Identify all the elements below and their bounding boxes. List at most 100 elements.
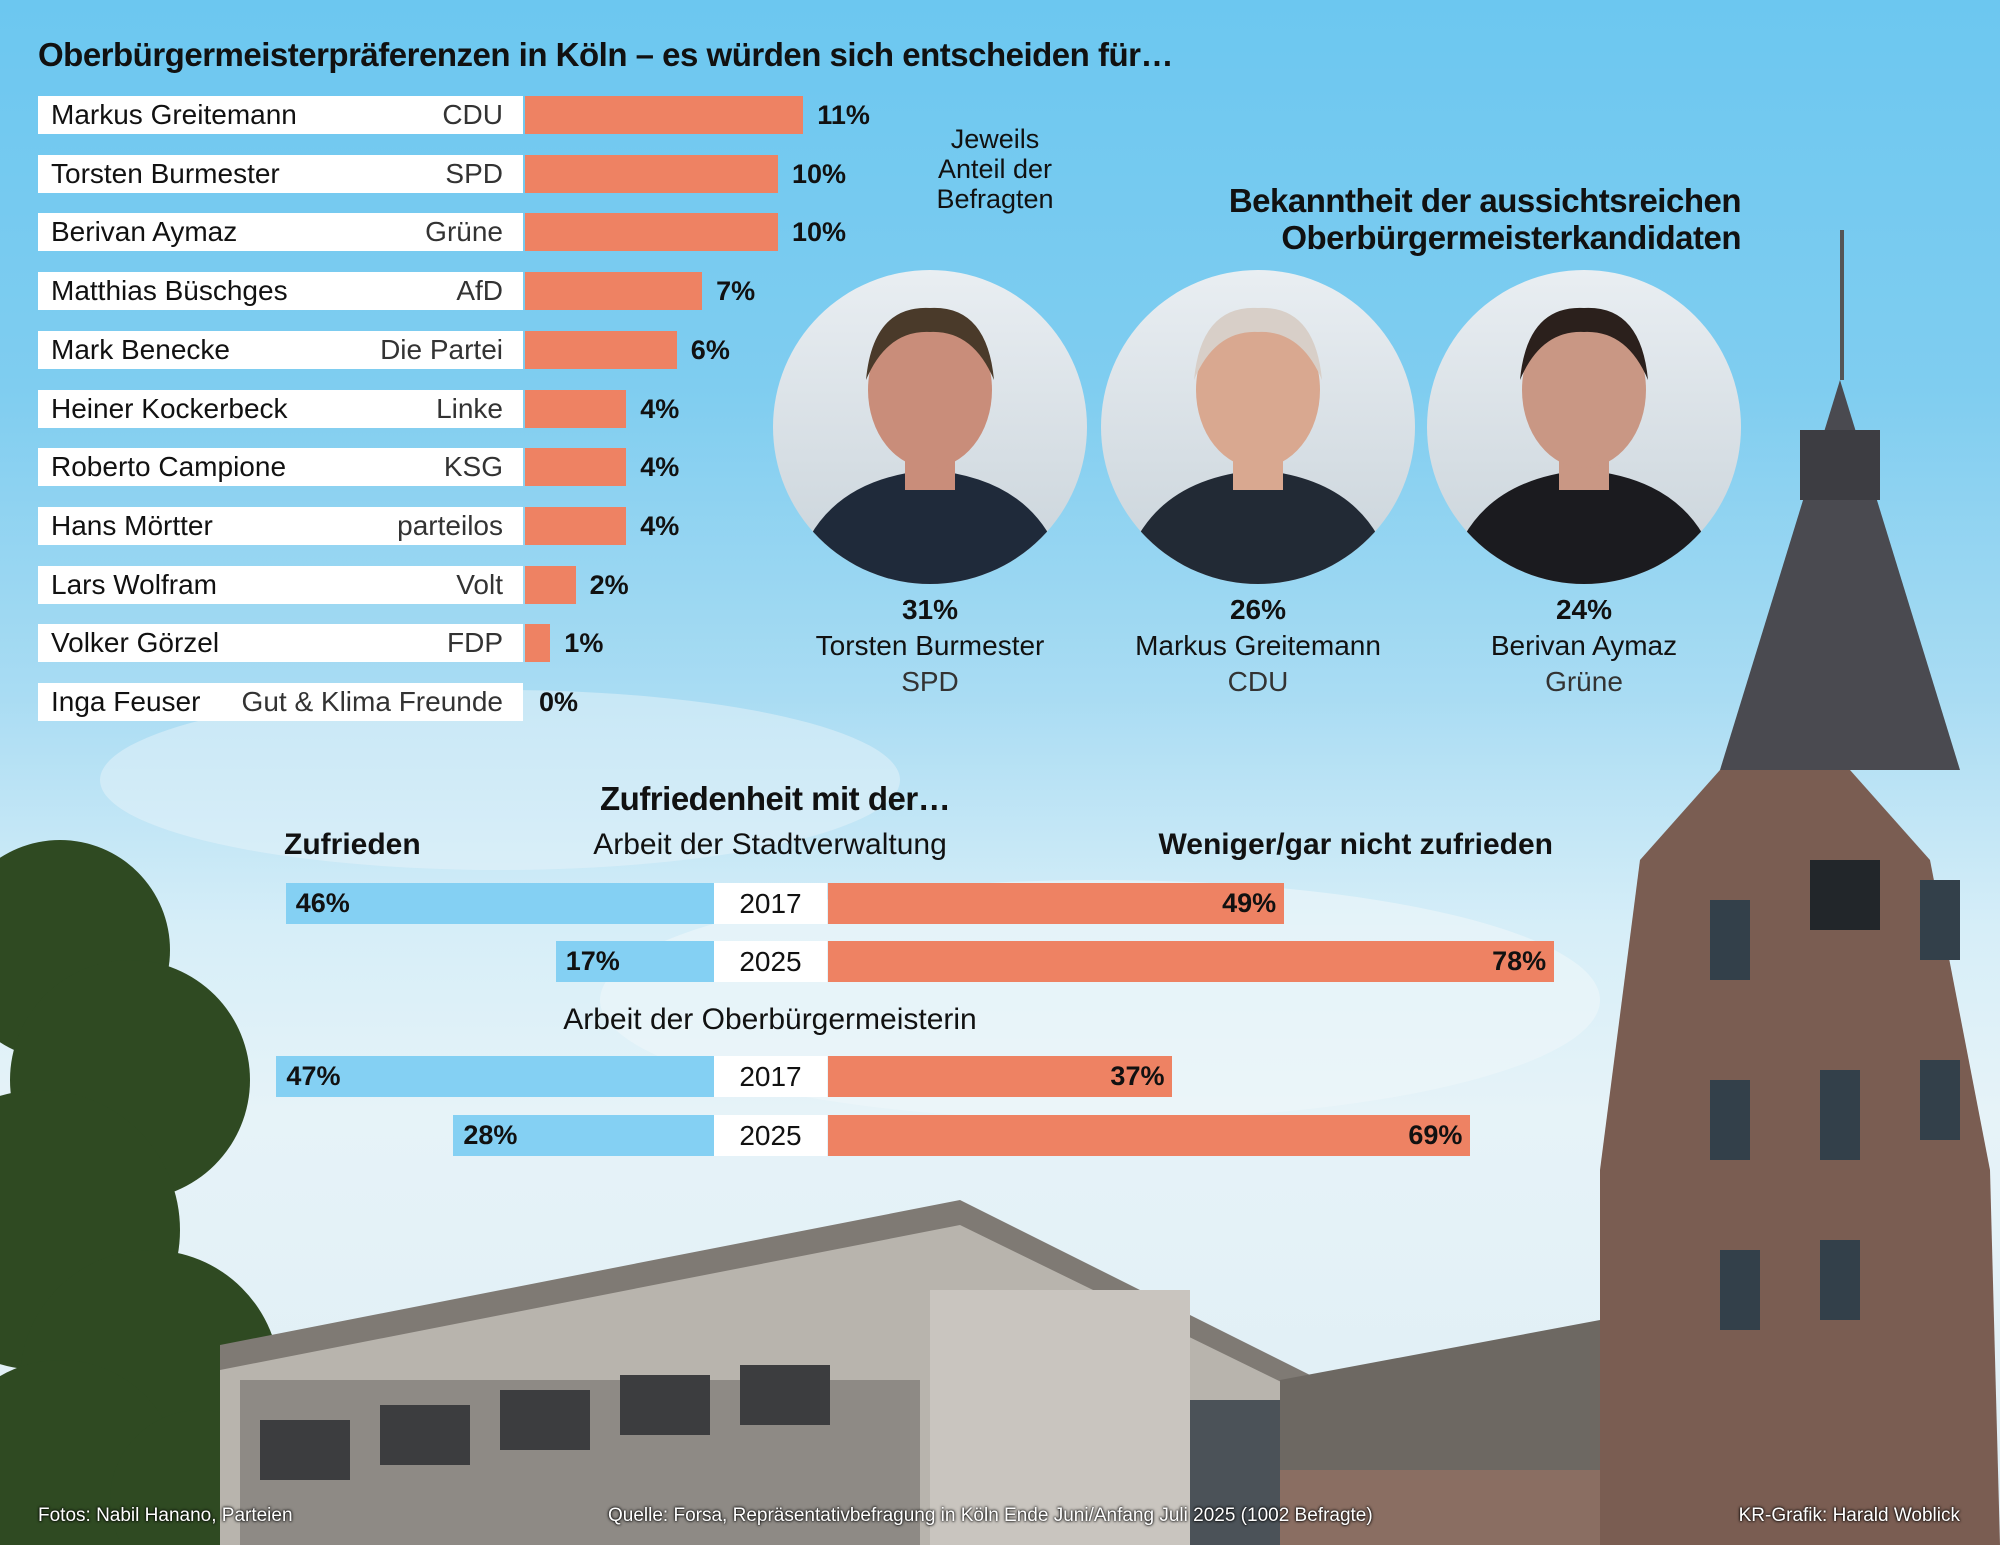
preference-row: Lars Wolfram Volt 2% xyxy=(38,565,1038,604)
satisfaction-group-label: Arbeit der Stadtverwaltung xyxy=(593,828,947,861)
candidate-label: Mark Benecke Die Partei xyxy=(38,330,523,369)
year-label: 2017 xyxy=(714,1056,827,1097)
satisfied-bar: 47% xyxy=(276,1056,714,1097)
candidate-label: Roberto Campione KSG xyxy=(38,448,523,487)
year-label: 2025 xyxy=(714,1115,827,1156)
bekanntheit-title: Bekanntheit der aussichtsreichen Oberbür… xyxy=(1228,182,1742,256)
candidate-label: Volker Görzel FDP xyxy=(38,624,523,663)
candidate-name: Lars Wolfram xyxy=(51,568,217,600)
dissatisfied-header: Weniger/gar nicht zufrieden xyxy=(1158,828,1554,861)
candidate-party: SPD xyxy=(445,157,503,189)
dissatisfied-bar: 69% xyxy=(828,1115,1471,1156)
candidate-photo xyxy=(1101,270,1415,584)
preference-row: Torsten Burmester SPD 10% xyxy=(38,154,1038,193)
candidate-name: Mark Benecke xyxy=(51,333,230,365)
candidate-party: parteilos xyxy=(397,509,503,541)
preference-value: 0% xyxy=(539,687,579,717)
satisfaction-row: 17% 2025 78% xyxy=(0,941,2000,982)
candidate-party: Volt xyxy=(456,568,503,600)
candidate-party: Linke xyxy=(436,392,503,424)
candidate-party: KSG xyxy=(443,451,503,483)
candidate-party: CDU xyxy=(1227,666,1289,697)
candidate-name: Berivan Aymaz xyxy=(1490,630,1678,661)
candidate-photo xyxy=(773,270,1087,584)
candidate-name: Volker Görzel xyxy=(51,627,220,659)
preference-bar xyxy=(525,506,627,545)
preference-row: Hans Mörtter parteilos 4% xyxy=(38,506,1038,545)
preference-value: 2% xyxy=(589,569,629,600)
preference-value: 6% xyxy=(690,334,730,365)
candidate-name: Roberto Campione xyxy=(51,451,287,483)
candidate-party: FDP xyxy=(447,627,503,659)
candidate-label: Matthias Büschges AfD xyxy=(38,272,523,311)
candidate-party: Gut & Klima Freunde xyxy=(241,686,503,717)
candidate-photo xyxy=(1427,270,1741,584)
candidate-label: Torsten Burmester SPD xyxy=(38,154,523,193)
bekanntheit-title-line1: Bekanntheit der aussichtsreichen xyxy=(1228,182,1742,219)
preference-bar xyxy=(525,448,627,487)
candidate-party: Grüne xyxy=(1545,666,1623,697)
dissatisfied-bar: 78% xyxy=(828,941,1555,982)
awareness-value: 24% xyxy=(1555,594,1613,625)
candidate-name: Torsten Burmester xyxy=(51,157,280,189)
candidate-party: CDU xyxy=(442,99,503,130)
preference-bar xyxy=(525,389,627,428)
candidate-label: Berivan Aymaz Grüne xyxy=(38,213,523,252)
preference-bar xyxy=(525,96,804,134)
graphic-credit: KR-Grafik: Harald Woblick xyxy=(1738,1505,1960,1526)
satisfied-bar: 17% xyxy=(555,941,714,982)
candidate-awareness: 26% Markus Greitemann CDU xyxy=(1098,592,1418,700)
satisfied-bar: 46% xyxy=(285,883,714,924)
photo-credit: Fotos: Nabil Hanano, Parteien xyxy=(38,1505,293,1526)
candidate-label: Markus Greitemann CDU xyxy=(38,96,523,134)
candidate-name: Berivan Aymaz xyxy=(51,216,238,248)
satisfaction-group-label: Arbeit der Oberbürgermeisterin xyxy=(563,1003,977,1036)
preference-bar xyxy=(525,624,551,663)
preference-value: 4% xyxy=(640,510,680,541)
preference-bar xyxy=(525,330,677,369)
candidate-label: Hans Mörtter parteilos xyxy=(38,506,523,545)
preference-row: Berivan Aymaz Grüne 10% xyxy=(38,213,1038,252)
preference-bar xyxy=(525,565,576,604)
candidate-name: Matthias Büschges xyxy=(51,275,288,307)
preference-value: 10% xyxy=(792,158,847,189)
satisfied-bar: 28% xyxy=(453,1115,714,1156)
candidate-name: Heiner Kockerbeck xyxy=(51,392,288,424)
candidate-party: SPD xyxy=(901,666,959,697)
dissatisfied-bar: 49% xyxy=(828,883,1285,924)
preference-row: Inga Feuser Gut & Klima Freunde 0% xyxy=(38,683,1038,721)
preference-row: Matthias Büschges AfD 7% xyxy=(38,272,1038,311)
satisfied-header: Zufrieden xyxy=(284,828,421,861)
candidate-awareness: 31% Torsten Burmester SPD xyxy=(770,592,1090,700)
chart-title: Oberbürgermeisterpräferenzen in Köln – e… xyxy=(38,36,1173,73)
candidate-awareness: 24% Berivan Aymaz Grüne xyxy=(1424,592,1744,700)
bekanntheit-title-line2: Oberbürgermeisterkandidaten xyxy=(1281,219,1741,256)
candidate-name: Inga Feuser xyxy=(51,686,201,717)
candidate-party: Die Partei xyxy=(380,333,503,365)
preference-bar xyxy=(525,272,703,311)
dissatisfied-bar: 37% xyxy=(828,1056,1173,1097)
source-note: Quelle: Forsa, Repräsentativbefragung in… xyxy=(608,1505,1373,1526)
preference-row: Mark Benecke Die Partei 6% xyxy=(38,330,1038,369)
candidate-name: Hans Mörtter xyxy=(51,509,213,541)
preference-value: 7% xyxy=(716,276,756,307)
candidate-name: Markus Greitemann xyxy=(51,99,297,130)
candidate-name: Markus Greitemann xyxy=(1135,630,1381,661)
awareness-value: 31% xyxy=(901,594,959,625)
chart-note: Jeweils Anteil der Befragten xyxy=(936,124,1054,214)
preference-value: 4% xyxy=(640,452,680,483)
preference-row: Markus Greitemann CDU 11% xyxy=(38,96,1038,134)
year-label: 2017 xyxy=(714,883,827,924)
preference-row: Heiner Kockerbeck Linke 4% xyxy=(38,389,1038,428)
satisfaction-title: Zufriedenheit mit der… xyxy=(600,780,951,817)
year-label: 2025 xyxy=(714,941,827,982)
satisfaction-row: 47% 2017 37% xyxy=(0,1056,2000,1097)
preference-bar xyxy=(525,213,778,252)
preference-row: Volker Görzel FDP 1% xyxy=(38,624,1038,663)
preference-value: 1% xyxy=(564,628,604,659)
preference-value: 4% xyxy=(640,393,680,424)
candidate-label: Heiner Kockerbeck Linke xyxy=(38,389,523,428)
awareness-value: 26% xyxy=(1229,594,1287,625)
preference-value: 11% xyxy=(817,100,870,130)
